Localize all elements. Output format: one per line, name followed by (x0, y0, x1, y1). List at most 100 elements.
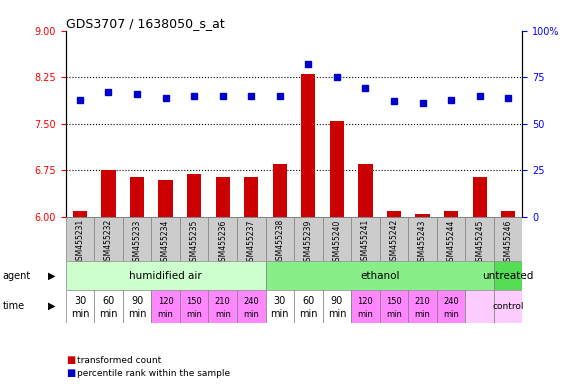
Text: min: min (357, 310, 373, 319)
Bar (94, 217, 123, 261)
Bar (294, 290, 323, 323)
Text: min: min (215, 310, 231, 319)
Text: ▶: ▶ (49, 301, 56, 311)
Text: GSM455234: GSM455234 (161, 219, 170, 266)
Text: min: min (158, 310, 174, 319)
Text: GSM455236: GSM455236 (218, 219, 227, 266)
Bar (180, 217, 208, 261)
Text: ■: ■ (66, 355, 75, 365)
Bar (237, 290, 266, 323)
Text: 240: 240 (443, 297, 459, 306)
Bar (473, 177, 486, 217)
Bar (73, 211, 87, 217)
Bar (151, 217, 180, 261)
Text: min: min (299, 310, 317, 319)
Bar (301, 74, 315, 217)
Bar (266, 217, 294, 261)
Bar (266, 290, 294, 323)
Text: GSM455239: GSM455239 (304, 219, 313, 266)
Text: 210: 210 (415, 297, 431, 306)
Bar (359, 164, 372, 217)
Text: 210: 210 (215, 297, 231, 306)
Text: GSM455240: GSM455240 (332, 219, 341, 266)
Text: ▶: ▶ (49, 270, 56, 281)
Text: 150: 150 (386, 297, 402, 306)
Text: GDS3707 / 1638050_s_at: GDS3707 / 1638050_s_at (66, 17, 224, 30)
Bar (465, 217, 494, 261)
Text: min: min (386, 310, 402, 319)
Bar (66, 261, 266, 290)
Bar (151, 290, 180, 323)
Bar (66, 217, 94, 261)
Text: GSM455235: GSM455235 (190, 219, 199, 266)
Text: untreated: untreated (482, 270, 534, 281)
Text: control: control (492, 302, 524, 311)
Text: GSM455243: GSM455243 (418, 219, 427, 266)
Text: GSM455241: GSM455241 (361, 219, 370, 265)
Bar (94, 290, 123, 323)
Text: min: min (71, 310, 89, 319)
Bar (323, 290, 351, 323)
Bar (208, 290, 237, 323)
Bar (501, 211, 515, 217)
Text: percentile rank within the sample: percentile rank within the sample (77, 369, 230, 378)
Bar (323, 217, 351, 261)
Text: GSM455233: GSM455233 (132, 219, 142, 266)
Text: ethanol: ethanol (360, 270, 400, 281)
Bar (237, 217, 266, 261)
Text: min: min (99, 310, 118, 319)
Text: 240: 240 (243, 297, 259, 306)
Bar (330, 121, 344, 217)
Text: GSM455237: GSM455237 (247, 219, 256, 266)
Bar (408, 217, 437, 261)
Bar (351, 217, 380, 261)
Bar (187, 174, 202, 217)
Text: 30: 30 (74, 296, 86, 306)
Text: GSM455242: GSM455242 (389, 219, 399, 265)
Bar (494, 290, 522, 323)
Text: 30: 30 (274, 296, 286, 306)
Bar (437, 290, 465, 323)
Bar (294, 217, 323, 261)
Bar (66, 290, 94, 323)
Text: 120: 120 (357, 297, 373, 306)
Bar (273, 164, 287, 217)
Bar (380, 217, 408, 261)
Bar (102, 170, 116, 217)
Bar (123, 217, 151, 261)
Text: 90: 90 (131, 296, 143, 306)
Text: min: min (443, 310, 459, 319)
Bar (408, 290, 437, 323)
Bar (444, 211, 458, 217)
Text: min: min (243, 310, 259, 319)
Text: transformed count: transformed count (77, 356, 162, 365)
Text: agent: agent (3, 270, 31, 281)
Bar (216, 177, 230, 217)
Text: GSM455231: GSM455231 (75, 219, 85, 265)
Text: 150: 150 (186, 297, 202, 306)
Text: time: time (3, 301, 25, 311)
Bar (416, 214, 430, 217)
Text: 60: 60 (102, 296, 115, 306)
Bar (351, 290, 380, 323)
Text: GSM455246: GSM455246 (504, 219, 513, 266)
Text: ■: ■ (66, 368, 75, 378)
Text: min: min (328, 310, 346, 319)
Text: GSM455232: GSM455232 (104, 219, 113, 265)
Bar (159, 180, 173, 217)
Text: min: min (186, 310, 202, 319)
Text: GSM455244: GSM455244 (447, 219, 456, 266)
Bar (387, 211, 401, 217)
Bar (465, 290, 494, 323)
Text: min: min (415, 310, 431, 319)
Text: GSM455245: GSM455245 (475, 219, 484, 266)
Bar (380, 290, 408, 323)
Text: 120: 120 (158, 297, 174, 306)
Bar (494, 217, 522, 261)
Bar (123, 290, 151, 323)
Text: humidified air: humidified air (129, 270, 202, 281)
Bar (244, 177, 258, 217)
Text: GSM455238: GSM455238 (275, 219, 284, 265)
Text: min: min (271, 310, 289, 319)
Bar (180, 290, 208, 323)
